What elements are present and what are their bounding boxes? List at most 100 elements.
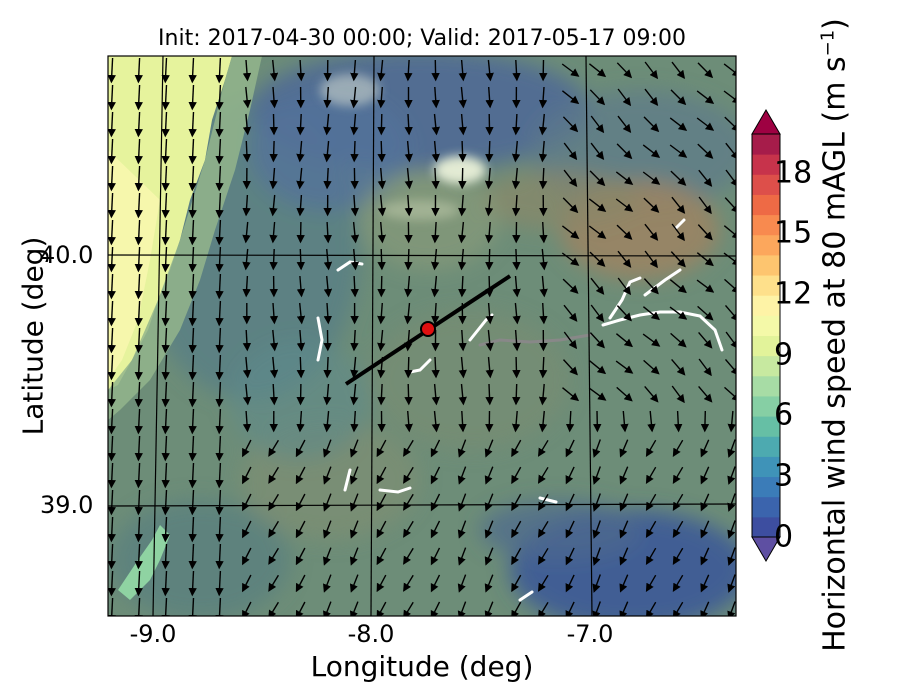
wind-arrow <box>430 493 441 512</box>
wind-arrow <box>134 84 143 111</box>
wind-arrow <box>725 169 736 188</box>
wind-arrow <box>484 167 494 190</box>
wind-arrow <box>645 547 657 566</box>
wind-arrow <box>458 383 467 406</box>
colorbar-tick-label: 0 <box>774 519 794 555</box>
wind-arrow <box>457 439 467 458</box>
wind-arrow <box>269 383 279 406</box>
colorbar-segment <box>752 335 780 357</box>
wind-arrow <box>349 574 359 593</box>
wind-arrow <box>161 435 170 462</box>
wind-arrow <box>188 246 197 273</box>
wind-arrow <box>134 354 143 381</box>
coastal-highest-wind-zone <box>108 150 160 380</box>
wind-arrow <box>698 385 713 403</box>
wind-arrow <box>670 89 687 106</box>
wind-arrow <box>511 439 522 458</box>
wind-arrow <box>215 57 224 84</box>
wind-arrow <box>565 410 575 433</box>
wind-arrow <box>269 140 278 163</box>
wind-arrow <box>323 275 333 298</box>
wind-arrow <box>590 277 605 295</box>
x-tick-label: -8.0 <box>347 620 395 648</box>
wind-arrow <box>616 143 633 160</box>
wind-arrow <box>698 331 713 349</box>
wind-arrow <box>484 439 494 458</box>
wind-arrow <box>161 165 170 192</box>
wind-arrow <box>215 489 224 516</box>
wind-arrow <box>431 410 440 433</box>
wind-arrow <box>565 439 575 458</box>
wind-arrow <box>188 543 197 570</box>
wind-arrow <box>215 165 224 192</box>
wind-arrow <box>134 543 143 570</box>
wind-arrow <box>511 574 522 593</box>
wind-arrow <box>724 358 736 376</box>
wind-arrow <box>671 385 685 404</box>
wind-arrow <box>188 489 197 516</box>
wind-arrow <box>377 221 386 244</box>
wind-arrow <box>108 219 116 246</box>
wind-arrow <box>161 246 170 273</box>
wind-arrow <box>672 547 684 566</box>
wind-arrow <box>642 144 661 158</box>
wind-arrow <box>669 144 688 158</box>
wind-arrow <box>512 302 521 325</box>
wind-arrow <box>323 574 332 593</box>
wind-arrow <box>644 385 659 403</box>
wind-arrow <box>563 169 578 188</box>
wind-arrow <box>537 547 549 565</box>
colorbar-segment <box>752 134 780 155</box>
wind-arrow <box>376 466 387 485</box>
wind-arrow <box>562 197 579 214</box>
wind-arrow <box>647 410 656 433</box>
wind-arrow <box>242 221 251 244</box>
wind-arrow <box>296 275 306 298</box>
wind-arrow <box>268 574 279 592</box>
wind-arrow <box>242 601 252 616</box>
colorbar-segment <box>752 275 780 296</box>
wind-arrow <box>588 387 607 401</box>
colorbar-segment <box>752 194 780 216</box>
wind-arrow <box>537 466 549 484</box>
wind-arrow <box>645 439 657 458</box>
wind-arrow <box>484 574 494 593</box>
wind-arrow <box>430 574 441 593</box>
wind-arrow <box>431 383 440 406</box>
wind-arrow <box>377 329 386 352</box>
wind-arrow <box>188 84 197 111</box>
wind-arrow <box>215 111 224 138</box>
wind-arrow <box>430 248 440 271</box>
wind-arrow <box>108 570 116 597</box>
wind-arrow <box>268 601 279 616</box>
wind-arrow <box>350 140 359 163</box>
wind-arrow <box>188 57 197 84</box>
wind-arrow <box>642 171 661 185</box>
wind-arrow <box>215 570 224 597</box>
wind-arrow <box>295 520 306 539</box>
wind-arrow <box>458 329 467 352</box>
wind-arrow <box>134 516 143 543</box>
wind-arrow <box>511 167 521 190</box>
wind-arrow <box>431 140 440 163</box>
wind-arrow <box>698 169 713 187</box>
wind-arrow <box>188 597 197 616</box>
wind-arrow <box>563 331 578 350</box>
wind-arrow <box>700 466 710 485</box>
wind-arrow <box>350 86 359 109</box>
wind-arrow <box>592 439 601 458</box>
wind-arrow <box>670 251 686 268</box>
wind-arrow <box>215 543 224 570</box>
wind-arrow <box>242 194 251 217</box>
wind-arrow <box>377 248 386 271</box>
wind-arrow <box>617 115 632 134</box>
wind-arrow <box>724 386 736 402</box>
wind-arrow <box>376 520 387 539</box>
wind-arrow <box>377 140 386 163</box>
wind-arrow <box>700 410 710 433</box>
wind-arrow <box>161 489 170 516</box>
wind-arrow <box>349 466 359 485</box>
wind-arrow <box>485 248 494 271</box>
wind-arrow <box>161 327 170 354</box>
